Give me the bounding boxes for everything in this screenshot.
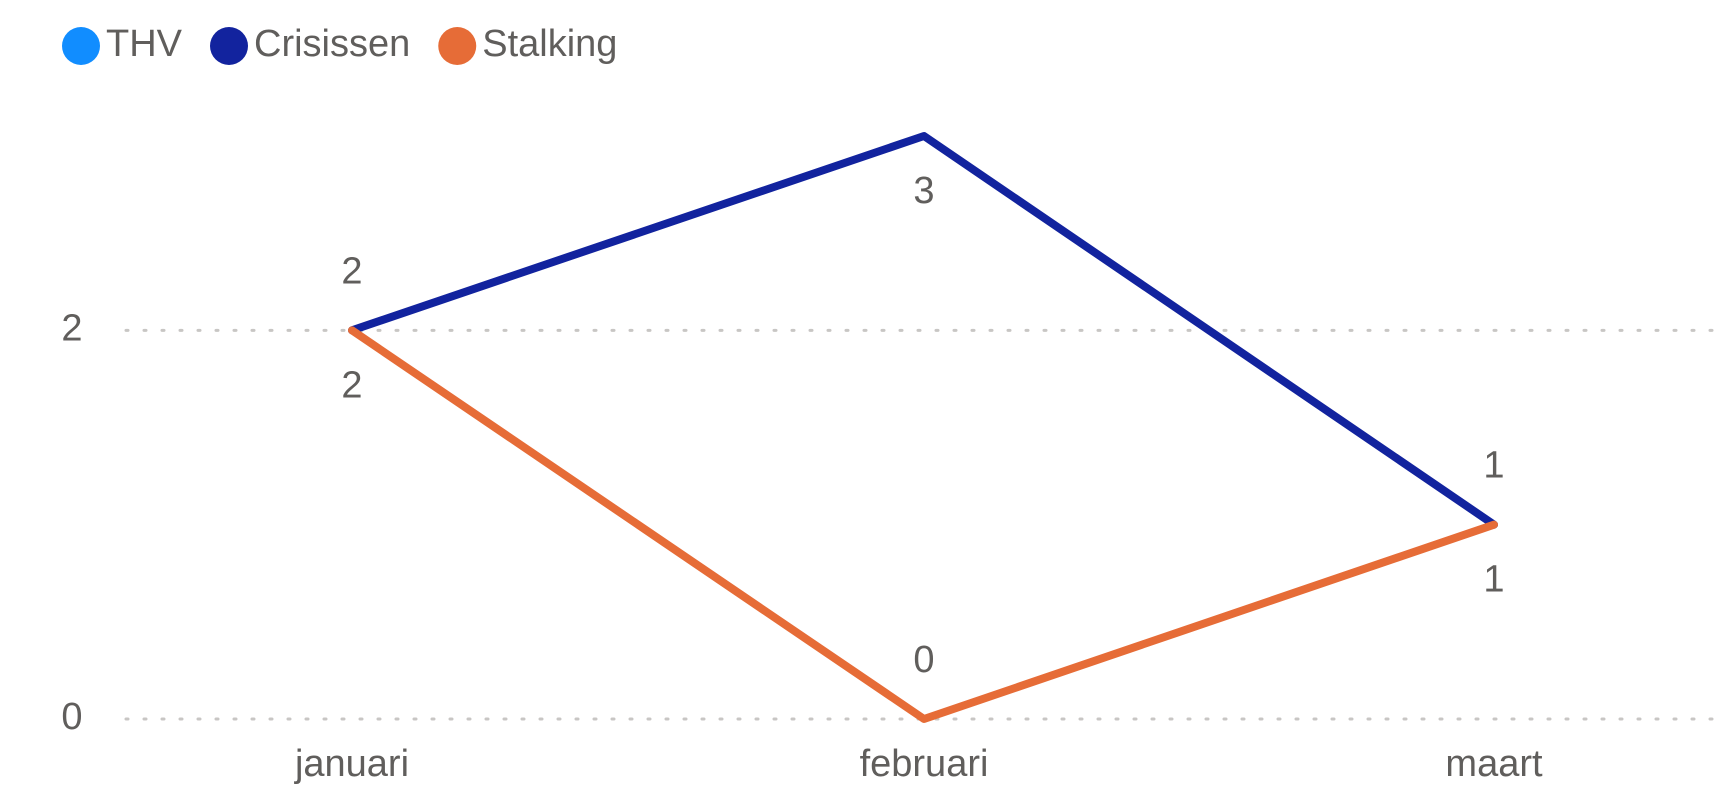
y-tick-label: 2 (61, 307, 82, 349)
data-label: 1 (1483, 445, 1504, 487)
y-tick-label: 0 (61, 696, 82, 738)
data-label: 1 (1483, 559, 1504, 601)
x-tick-label: maart (1445, 743, 1543, 785)
series-line (348, 132, 1498, 529)
legend-label: Stalking (482, 23, 617, 65)
legend-label: THV (106, 23, 183, 65)
data-label: 2 (341, 250, 362, 292)
x-tick-label: januari (294, 743, 409, 785)
legend-marker (210, 27, 248, 65)
series-line (348, 326, 1498, 723)
x-tick-label: februari (860, 743, 989, 785)
legend-marker (438, 27, 477, 65)
legend-label: Crisissen (254, 23, 410, 65)
legend-marker (62, 27, 100, 65)
data-label: 3 (913, 170, 934, 212)
data-label: 0 (913, 639, 934, 681)
data-label: 2 (341, 364, 362, 406)
